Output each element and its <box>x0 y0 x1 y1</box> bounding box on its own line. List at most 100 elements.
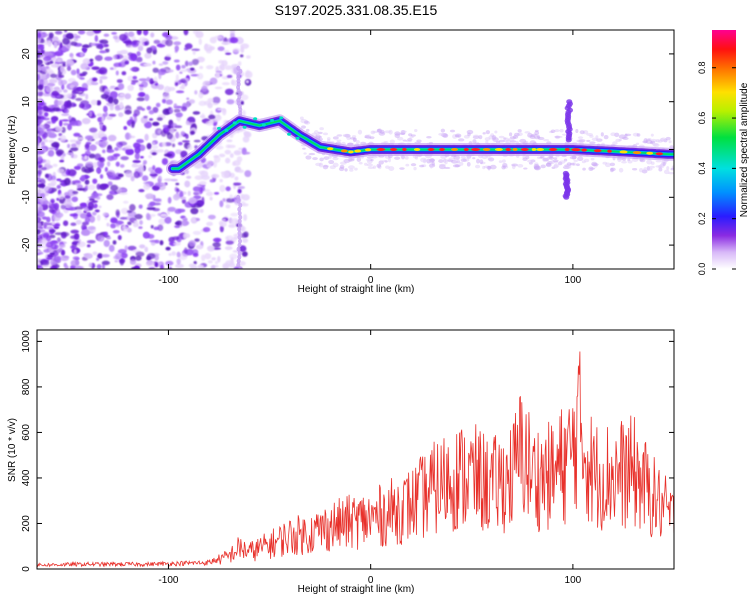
speckle-blob <box>141 175 149 182</box>
speckle-blob <box>58 244 66 249</box>
speckle-blob <box>179 78 186 83</box>
halo-blob <box>305 128 310 132</box>
speckle-blob <box>229 30 236 34</box>
speckle-blob <box>37 130 41 134</box>
speckle-blob <box>50 265 58 269</box>
halo-blob <box>565 164 572 169</box>
speckle-blob <box>193 139 201 143</box>
speckle-blob <box>161 157 169 166</box>
speckle-blob <box>201 85 208 92</box>
speckle-blob <box>55 149 65 156</box>
speckle-blob <box>117 173 124 178</box>
speckle-blob <box>154 198 162 202</box>
halo-blob <box>479 159 484 165</box>
speckle-blob <box>84 253 93 259</box>
speckle-blob <box>138 244 146 249</box>
halo-blob <box>537 156 541 159</box>
speckle-blob <box>117 83 125 90</box>
speckle-blob <box>240 94 249 101</box>
speckle-blob <box>199 208 204 213</box>
speckle-blob <box>135 251 145 257</box>
speckle-blob <box>77 121 82 126</box>
speckle-blob <box>76 68 80 75</box>
speckle-blob <box>131 164 140 168</box>
speckle-blob <box>175 263 184 269</box>
speckle-blob <box>159 264 164 269</box>
speckle-blob <box>106 194 114 200</box>
speckle-blob <box>70 41 78 46</box>
speckle-blob <box>153 76 158 84</box>
speckle-blob <box>52 59 62 63</box>
ridge-hotspot <box>224 129 229 133</box>
speckle-blob <box>127 75 134 82</box>
halo-blob <box>300 125 306 129</box>
speckle-blob <box>241 251 248 257</box>
speckle-blob <box>51 118 57 124</box>
speckle-blob <box>166 131 171 136</box>
speckle-blob <box>181 140 190 143</box>
speckle-blob <box>99 75 108 80</box>
halo-blob <box>638 167 644 173</box>
halo-blob <box>401 130 407 133</box>
speckle-blob <box>81 166 87 173</box>
speckle-blob <box>206 221 213 226</box>
spike-blob <box>566 99 573 105</box>
speckle-blob <box>37 216 42 223</box>
speckle-blob <box>129 116 134 122</box>
speckle-blob <box>38 164 43 169</box>
speckle-blob <box>193 162 203 169</box>
speckle-blob <box>124 245 128 251</box>
speckle-blob <box>37 249 42 254</box>
speckle-blob <box>181 64 186 69</box>
speckle-blob <box>143 115 148 119</box>
colorbar-tick-label: 0.4 <box>697 162 707 175</box>
halo-blob <box>323 156 330 160</box>
speckle-blob <box>217 114 221 119</box>
speckle-blob <box>39 73 47 79</box>
spectrogram-y-tick-label: 10 <box>21 96 32 108</box>
halo-blob <box>658 167 663 172</box>
speckle-blob <box>37 106 44 110</box>
speckle-blob <box>144 41 150 46</box>
speckle-blob <box>242 135 250 143</box>
speckle-blob <box>201 185 206 192</box>
speckle-blob <box>70 102 76 108</box>
speckle-blob <box>174 82 179 86</box>
speckle-blob <box>155 102 161 108</box>
halo-blob <box>576 163 580 167</box>
speckle-blob <box>157 129 162 135</box>
speckle-blob <box>74 206 83 211</box>
speckle-blob <box>89 58 94 62</box>
spectrogram-y-label: Frequency (Hz) <box>7 116 18 185</box>
speckle-blob <box>140 116 148 124</box>
halo-blob <box>545 162 552 168</box>
speckle-blob <box>240 101 244 105</box>
speckle-blob <box>37 150 44 154</box>
speckle-blob <box>82 71 88 76</box>
halo-blob <box>604 162 611 168</box>
speckle-blob <box>206 164 212 168</box>
ridge-hotspot <box>655 152 663 156</box>
speckle-blob <box>143 160 147 165</box>
halo-blob <box>413 166 417 171</box>
speckle-blob <box>67 143 71 149</box>
speckle-blob <box>136 97 145 102</box>
spectrogram-y-tick-label: 20 <box>21 48 32 60</box>
halo-blob <box>466 161 471 167</box>
speckle-blob <box>129 67 137 72</box>
colorbar-gradient <box>712 30 736 269</box>
speckle-blob <box>179 71 183 74</box>
speckle-blob <box>82 47 87 54</box>
speckle-blob <box>136 30 142 36</box>
halo-blob <box>305 155 312 160</box>
speckle-blob <box>122 55 129 60</box>
spectrogram-x-axis: -100 0 100 <box>158 30 582 286</box>
speckle-blob <box>49 60 54 65</box>
speckle-blob <box>58 78 63 86</box>
halo-blob <box>519 138 527 144</box>
speckle-blob <box>94 35 99 42</box>
ridge-layer <box>166 114 674 176</box>
halo-blob <box>621 160 627 164</box>
speckle-blob <box>245 69 250 77</box>
halo-blob <box>388 166 395 171</box>
